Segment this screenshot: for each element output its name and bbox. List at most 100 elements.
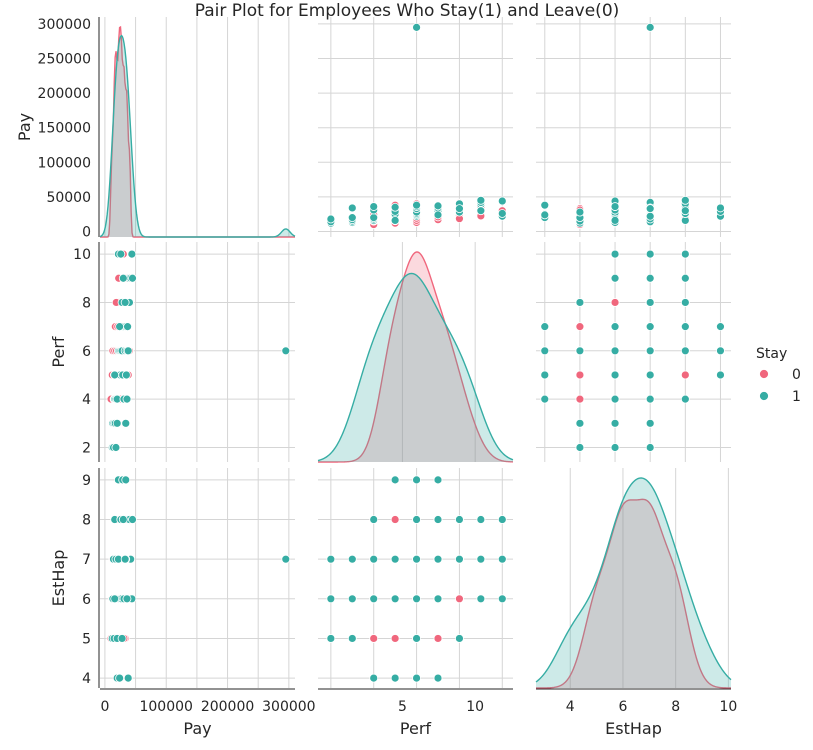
point-series-1 <box>575 298 585 307</box>
point-series-1 <box>390 554 400 564</box>
legend-marker-0 <box>759 369 769 379</box>
point-series-1 <box>645 346 655 356</box>
chart-title: Pair Plot for Employees Who Stay(1) and … <box>195 1 620 21</box>
y-tick-label: 250000 <box>38 52 91 68</box>
point-series-1 <box>390 594 400 604</box>
panel-perf-vs-perf <box>317 242 514 463</box>
x-tick-label: 0 <box>100 699 109 715</box>
point-series-1 <box>716 203 725 213</box>
point-series-1 <box>412 554 421 564</box>
x-tick-label: 6 <box>618 699 627 715</box>
y-tick-label: 8 <box>82 295 91 311</box>
x-axis-label-esthap: EstHap <box>605 719 662 738</box>
point-series-1 <box>645 273 655 283</box>
y-axis-label-esthap: EstHap <box>49 550 68 607</box>
point-series-1 <box>433 515 443 524</box>
point-series-1 <box>121 370 131 380</box>
point-series-1 <box>369 515 379 524</box>
point-series-1 <box>476 515 486 524</box>
legend-marker-1 <box>759 391 769 401</box>
point-series-1 <box>412 515 421 524</box>
point-series-1 <box>412 594 421 604</box>
x-tick-label: 5 <box>398 699 407 715</box>
point-series-1 <box>610 394 620 404</box>
point-series-1 <box>610 249 620 259</box>
point-series-0 <box>390 515 400 524</box>
point-series-1 <box>433 673 443 683</box>
kde-line-esthap-series-0 <box>535 498 731 689</box>
kde-area-perf-series-1 <box>318 273 513 462</box>
point-series-1 <box>116 249 126 259</box>
point-series-1 <box>120 298 130 307</box>
point-series-1 <box>433 210 443 220</box>
point-series-1 <box>645 322 655 332</box>
x-tick-label: 100000 <box>139 699 192 715</box>
point-series-1 <box>433 475 443 485</box>
point-series-1 <box>412 475 421 485</box>
point-series-1 <box>645 211 655 221</box>
point-series-1 <box>575 346 585 356</box>
kde-line-perf-series-0 <box>318 251 514 463</box>
kde-line-pay-series-1 <box>99 34 296 238</box>
x-axis-label-perf: Perf <box>400 719 432 738</box>
point-series-1 <box>121 418 131 428</box>
point-series-1 <box>127 249 137 259</box>
y-tick-label: 50000 <box>46 190 91 206</box>
point-series-1 <box>369 594 379 604</box>
point-series-1 <box>476 554 486 564</box>
point-series-1 <box>716 346 725 356</box>
point-series-1 <box>412 200 421 210</box>
point-series-1 <box>122 594 132 604</box>
point-series-1 <box>326 594 336 604</box>
point-series-0 <box>610 298 620 307</box>
point-series-1 <box>110 594 120 604</box>
point-series-1 <box>115 673 125 683</box>
y-tick-label: 300000 <box>38 17 91 33</box>
point-series-1 <box>610 370 620 380</box>
point-series-1 <box>610 346 620 356</box>
point-series-1 <box>110 370 120 380</box>
y-tick-label: 10 <box>73 247 91 263</box>
point-series-0 <box>575 370 585 380</box>
point-series-1 <box>540 210 550 220</box>
point-series-1 <box>455 634 464 643</box>
x-tick-label: 300000 <box>262 699 315 715</box>
point-series-1 <box>281 346 291 356</box>
point-series-1 <box>540 322 550 332</box>
point-series-1 <box>497 554 507 564</box>
point-series-1 <box>680 298 690 307</box>
point-series-1 <box>497 196 507 206</box>
y-axis-label-perf: Perf <box>49 336 68 368</box>
y-tick-label: 100000 <box>38 155 91 171</box>
point-series-1 <box>497 594 507 604</box>
point-series-1 <box>412 673 421 683</box>
point-series-1 <box>476 594 486 604</box>
y-tick-label: 6 <box>82 592 91 608</box>
point-series-1 <box>680 394 690 404</box>
point-series-1 <box>390 202 400 212</box>
point-series-1 <box>347 634 357 643</box>
point-series-0 <box>575 394 585 404</box>
kde-area-pay-series-0 <box>100 27 295 237</box>
panel-pay-vs-perf <box>318 17 513 237</box>
point-series-1 <box>575 207 585 217</box>
point-series-1 <box>645 370 655 380</box>
point-series-1 <box>412 634 421 643</box>
point-series-1 <box>369 202 379 211</box>
point-series-1 <box>645 298 655 307</box>
point-series-1 <box>610 443 620 452</box>
y-tick-label: 150000 <box>38 121 91 137</box>
point-series-1 <box>716 370 725 380</box>
panel-esthap-vs-pay <box>100 468 295 688</box>
kde-line-esthap-series-1 <box>535 477 732 683</box>
point-series-1 <box>123 322 132 332</box>
point-series-1 <box>540 346 550 356</box>
x-axis-label-pay: Pay <box>183 719 211 738</box>
point-series-1 <box>390 475 400 485</box>
point-series-1 <box>412 22 421 32</box>
panel-esthap-vs-perf <box>318 468 513 688</box>
point-series-1 <box>476 195 486 205</box>
y-tick-label: 5 <box>82 631 91 647</box>
point-series-1 <box>326 554 336 564</box>
